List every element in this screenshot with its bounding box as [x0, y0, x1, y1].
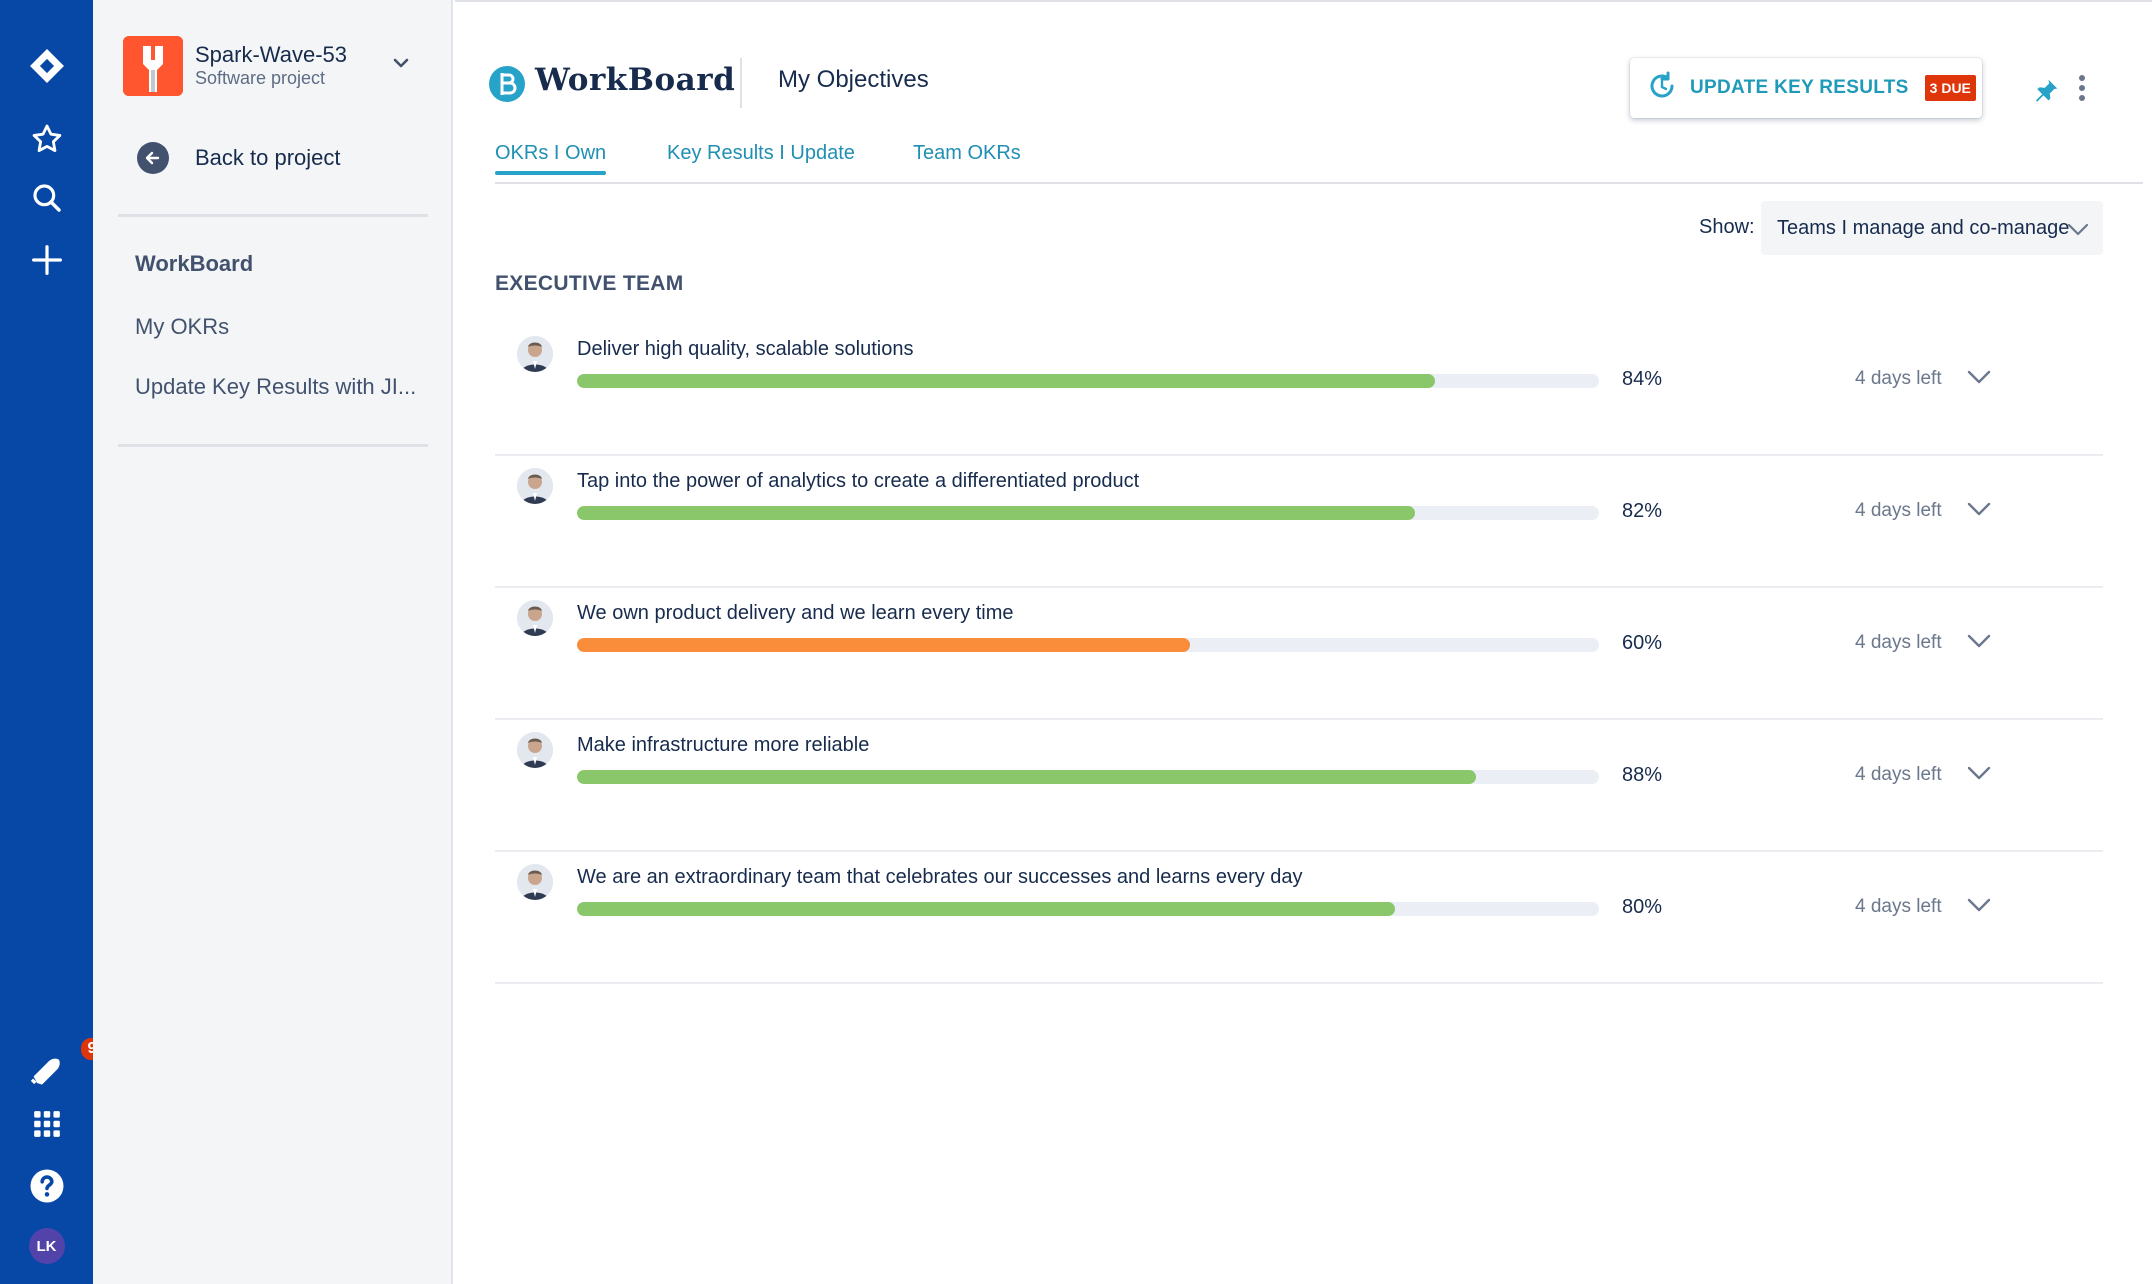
chevron-down-icon[interactable] [1967, 502, 1991, 521]
user-initials: LK [28, 1228, 65, 1264]
objective-row[interactable]: Tap into the power of analytics to creat… [495, 456, 2103, 588]
objective-title[interactable]: Make infrastructure more reliable [577, 734, 870, 756]
sidebar-item-update-key-results[interactable]: Update Key Results with JI... [135, 374, 417, 399]
sidebar-divider [118, 444, 428, 447]
progress-bar [577, 638, 1599, 652]
objective-row[interactable]: We own product delivery and we learn eve… [495, 588, 2103, 720]
owner-avatar[interactable] [517, 600, 553, 636]
team-heading: EXECUTIVE TEAM [495, 272, 684, 295]
more-options-icon[interactable] [2077, 74, 2087, 109]
header-separator [740, 58, 742, 108]
progress-percent: 88% [1622, 764, 1663, 786]
progress-bar-fill [577, 506, 1416, 520]
pin-icon[interactable] [2031, 76, 2061, 111]
progress-bar-fill [577, 902, 1395, 916]
tab-team-okrs[interactable]: Team OKRs [913, 142, 1021, 164]
objective-row[interactable]: Deliver high quality, scalable solutions… [495, 324, 2103, 456]
due-date-text: 4 days left [1855, 764, 1942, 785]
tab-okrs-i-own[interactable]: OKRs I Own [495, 142, 607, 175]
progress-bar [577, 902, 1599, 916]
project-sidebar: Spark-Wave-53 Software project Back to p… [93, 0, 453, 1284]
progress-percent: 80% [1622, 896, 1663, 918]
tab-bar: OKRs I Own Key Results I Update Team OKR… [495, 142, 2143, 184]
progress-bar [577, 770, 1599, 784]
owner-avatar[interactable] [517, 864, 553, 900]
search-icon[interactable] [0, 182, 93, 214]
workboard-logo-icon [489, 66, 525, 102]
show-filter-value: Teams I manage and co-manage [1777, 216, 2070, 239]
app-switcher-icon[interactable] [0, 1110, 93, 1138]
project-type: Software project [195, 68, 326, 88]
back-to-project-link[interactable]: Back to project [137, 142, 341, 174]
progress-percent: 60% [1622, 632, 1663, 654]
project-name[interactable]: Spark-Wave-53 [195, 42, 348, 67]
progress-bar [577, 506, 1599, 520]
workboard-brand: WorkBoard [535, 62, 736, 98]
chevron-down-icon[interactable] [1967, 634, 1991, 653]
due-date-text: 4 days left [1855, 896, 1942, 917]
chevron-down-icon[interactable] [1967, 898, 1991, 917]
progress-bar-fill [577, 770, 1477, 784]
progress-percent: 84% [1622, 368, 1663, 390]
main-content: WorkBoard My Objectives UPDATE KEY RESUL… [455, 0, 2152, 1284]
update-key-results-button[interactable]: UPDATE KEY RESULTS 3 DUE [1630, 58, 1982, 118]
objective-title[interactable]: We are an extraordinary team that celebr… [577, 866, 1303, 888]
page-title: My Objectives [778, 66, 929, 93]
sidebar-divider [118, 214, 428, 217]
plus-icon[interactable] [0, 244, 93, 276]
refresh-icon [1646, 70, 1678, 107]
progress-percent: 82% [1622, 500, 1663, 522]
sidebar-item-workboard[interactable]: WorkBoard [135, 251, 254, 276]
due-date-text: 4 days left [1855, 632, 1942, 653]
objective-title[interactable]: We own product delivery and we learn eve… [577, 602, 1014, 624]
tab-key-results-i-update[interactable]: Key Results I Update [667, 142, 855, 164]
star-icon[interactable] [0, 122, 93, 156]
objective-title[interactable]: Tap into the power of analytics to creat… [577, 470, 1140, 492]
help-icon[interactable] [0, 1168, 93, 1204]
project-avatar-icon[interactable] [123, 36, 183, 96]
update-key-results-label: UPDATE KEY RESULTS [1690, 77, 1909, 98]
chevron-down-icon[interactable] [1967, 370, 1991, 389]
user-avatar[interactable]: LK [0, 1228, 93, 1264]
objective-row[interactable]: Make infrastructure more reliable 88% 4 da… [495, 720, 2103, 852]
chevron-down-icon [2067, 219, 2089, 242]
sidebar-item-my-okrs[interactable]: My OKRs [135, 314, 230, 339]
owner-avatar[interactable] [517, 468, 553, 504]
objective-title[interactable]: Deliver high quality, scalable solutions [577, 338, 914, 360]
owner-avatar[interactable] [517, 732, 553, 768]
chevron-down-icon[interactable] [1967, 766, 1991, 785]
progress-bar [577, 374, 1599, 388]
show-filter-select[interactable]: Teams I manage and co-manage [1761, 201, 2103, 255]
global-nav: 9+ LK [0, 0, 115, 1284]
notifications-icon[interactable]: 9+ [0, 1036, 115, 1088]
objective-row[interactable]: We are an extraordinary team that celebr… [495, 852, 2103, 984]
due-date-text: 4 days left [1855, 368, 1942, 389]
progress-bar-fill [577, 374, 1436, 388]
arrow-left-icon [137, 142, 169, 174]
due-date-text: 4 days left [1855, 500, 1942, 521]
show-filter-label: Show: [1699, 216, 1755, 238]
back-to-project-label: Back to project [195, 145, 341, 170]
progress-bar-fill [577, 638, 1191, 652]
jira-logo-icon[interactable] [0, 44, 93, 88]
chevron-down-icon[interactable] [393, 56, 409, 74]
owner-avatar[interactable] [517, 336, 553, 372]
due-badge: 3 DUE [1924, 75, 1976, 101]
